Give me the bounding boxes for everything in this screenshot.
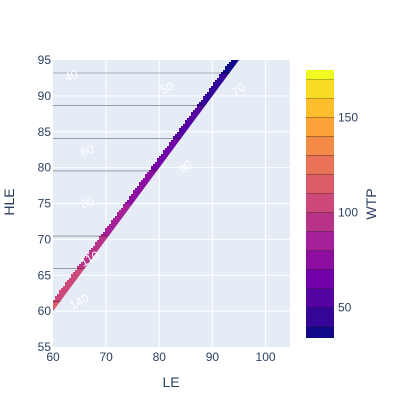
contour-chart: 405070609080110140 LE HLE 60708090100556… (0, 0, 400, 400)
contour-chart-svg: 405070609080110140 LE HLE 60708090100556… (0, 0, 400, 400)
